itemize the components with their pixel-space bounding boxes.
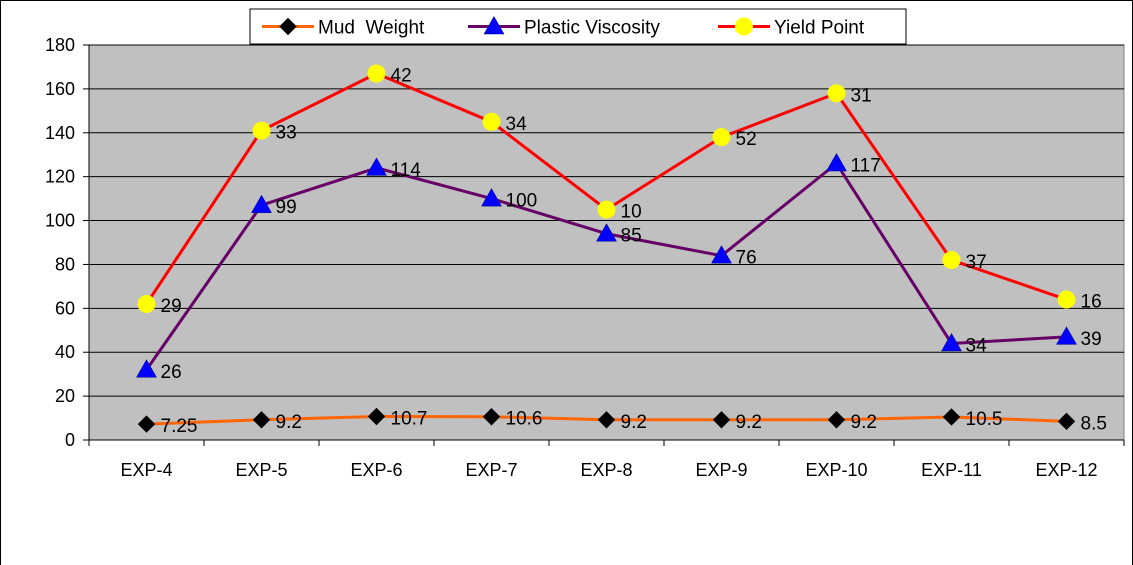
plot-area (88, 44, 1125, 441)
data-label: 76 (736, 248, 757, 269)
data-point-diamond (597, 411, 616, 429)
data-point-triangle (1056, 326, 1077, 345)
data-label: 100 (506, 191, 538, 212)
y-tick-label: 80 (55, 254, 75, 274)
data-point-circle (482, 112, 501, 131)
data-label: 37 (966, 252, 987, 273)
y-tick-label: 60 (55, 298, 75, 318)
data-point-triangle (711, 245, 732, 264)
y-tick-label: 100 (45, 211, 75, 231)
data-label: 117 (851, 156, 881, 177)
data-label: 85 (621, 226, 642, 247)
data-point-diamond (712, 411, 731, 429)
x-tick-label: EXP-9 (695, 460, 747, 480)
data-label: 9.2 (851, 412, 877, 433)
series-0 (137, 407, 1076, 433)
data-label: 31 (851, 85, 872, 106)
data-point-diamond (367, 407, 386, 426)
data-point-diamond (1057, 412, 1076, 431)
legend-label: Plastic Viscosity (524, 18, 660, 39)
data-point-circle (1057, 290, 1076, 309)
data-point-diamond (482, 408, 501, 426)
x-tick-label: EXP-10 (805, 460, 867, 480)
series-2 (137, 64, 1076, 313)
data-label: 114 (391, 160, 422, 181)
y-tick-label: 180 (45, 35, 75, 55)
legend-marker-triangle (483, 15, 505, 35)
data-label: 7.25 (161, 416, 198, 437)
data-label: 9.2 (736, 412, 762, 433)
data-label: 9.2 (621, 412, 647, 433)
data-point-triangle (826, 152, 847, 172)
y-tick-label: 0 (65, 430, 75, 450)
data-label: 10.6 (506, 409, 543, 430)
data-label: 33 (276, 123, 297, 144)
data-point-circle (712, 128, 731, 147)
data-label: 99 (276, 197, 297, 218)
data-label: 10 (621, 202, 642, 223)
data-label: 16 (1081, 292, 1102, 313)
series-1 (136, 152, 1077, 378)
data-point-circle (252, 121, 271, 140)
x-tick-label: EXP-6 (350, 460, 402, 480)
data-labels: 7.25 9.2 10.7 10.6 9.2 9.2 9.2 10.5 8.5 26 99 114 10… (161, 66, 1107, 438)
data-point-circle (827, 84, 846, 103)
axes: 0 20 40 60 80 100 120 140 160 180 EXP-4 EXP-5 EXP-6 E… (45, 35, 1125, 480)
legend-marker-circle (735, 17, 753, 36)
data-point-circle (597, 200, 616, 219)
legend-box (249, 8, 907, 45)
legend-label: Mud Weight (318, 18, 425, 39)
x-tick-label: EXP-11 (921, 460, 982, 480)
data-label: 52 (736, 129, 757, 150)
legend: Mud Weight Plastic Viscosity Yield Point (249, 8, 907, 45)
data-point-diamond (942, 408, 961, 426)
data-label: 10.7 (391, 409, 428, 430)
y-tick-label: 20 (55, 386, 75, 406)
data-point-diamond (252, 411, 271, 429)
y-tick-label: 40 (55, 342, 75, 362)
data-point-diamond (137, 415, 156, 433)
data-label: 39 (1081, 329, 1102, 350)
data-point-triangle (481, 188, 502, 207)
data-label: 34 (506, 114, 528, 135)
data-point-triangle (941, 332, 962, 352)
data-label: 42 (391, 66, 412, 87)
legend-marker-diamond (279, 17, 297, 36)
data-point-circle (942, 251, 961, 270)
x-tick-label: EXP-7 (465, 460, 517, 480)
data-point-triangle (251, 194, 272, 213)
data-point-diamond (827, 411, 846, 429)
x-tick-label: EXP-4 (120, 460, 172, 480)
data-label: 34 (966, 335, 988, 356)
data-label: 26 (161, 362, 182, 383)
data-point-triangle (136, 359, 157, 378)
data-label: 9.2 (276, 412, 302, 433)
data-point-triangle (366, 157, 387, 176)
x-tick-label: EXP-12 (1035, 460, 1097, 480)
data-label: 29 (161, 296, 182, 317)
series-group (136, 64, 1077, 433)
data-point-circle (367, 64, 386, 83)
y-tick-label: 160 (45, 79, 75, 99)
data-point-triangle (596, 223, 617, 242)
x-tick-label: EXP-5 (235, 460, 287, 480)
data-label: 10.5 (966, 409, 1003, 430)
y-tick-label: 140 (45, 123, 75, 143)
legend-label: Yield Point (774, 18, 865, 39)
data-point-circle (137, 294, 156, 313)
x-tick-label: EXP-8 (580, 460, 632, 480)
y-tick-label: 120 (45, 167, 75, 187)
data-label: 8.5 (1081, 413, 1107, 434)
